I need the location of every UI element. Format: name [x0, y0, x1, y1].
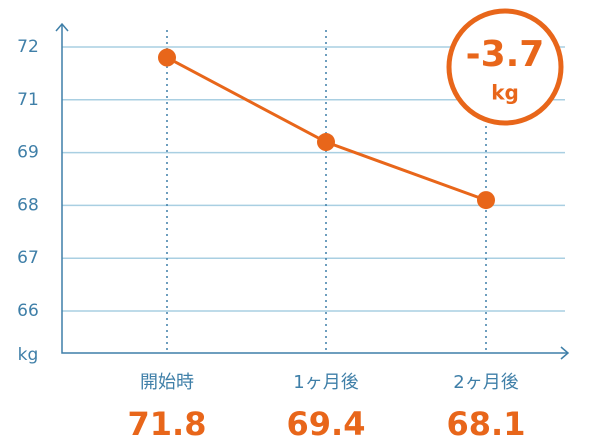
axis-arrow [55, 22, 570, 360]
point [317, 133, 335, 152]
y-tick-label: 66 [17, 301, 39, 321]
badge-unit: kg [491, 81, 519, 105]
badge-value: -3.7 [466, 34, 545, 75]
x-tick-label: 開始時 [140, 372, 194, 393]
value-label: 68.1 [447, 405, 526, 443]
x-tick-label: 1ヶ月後 [293, 372, 358, 393]
value-label: 69.4 [287, 405, 366, 443]
y-tick-label: 67 [17, 248, 39, 268]
point [158, 48, 176, 67]
x-tick-label: 2ヶ月後 [453, 372, 518, 393]
y-tick-label: 71 [17, 90, 39, 110]
y-tick-label: 69 [17, 143, 39, 163]
axes [61, 24, 568, 354]
badge [446, 8, 564, 126]
y-tick-label: 68 [17, 195, 39, 215]
point [477, 191, 495, 210]
y-tick-label: 72 [17, 37, 39, 57]
y-axis-label: kg [18, 345, 39, 365]
value-label: 71.8 [128, 405, 207, 443]
